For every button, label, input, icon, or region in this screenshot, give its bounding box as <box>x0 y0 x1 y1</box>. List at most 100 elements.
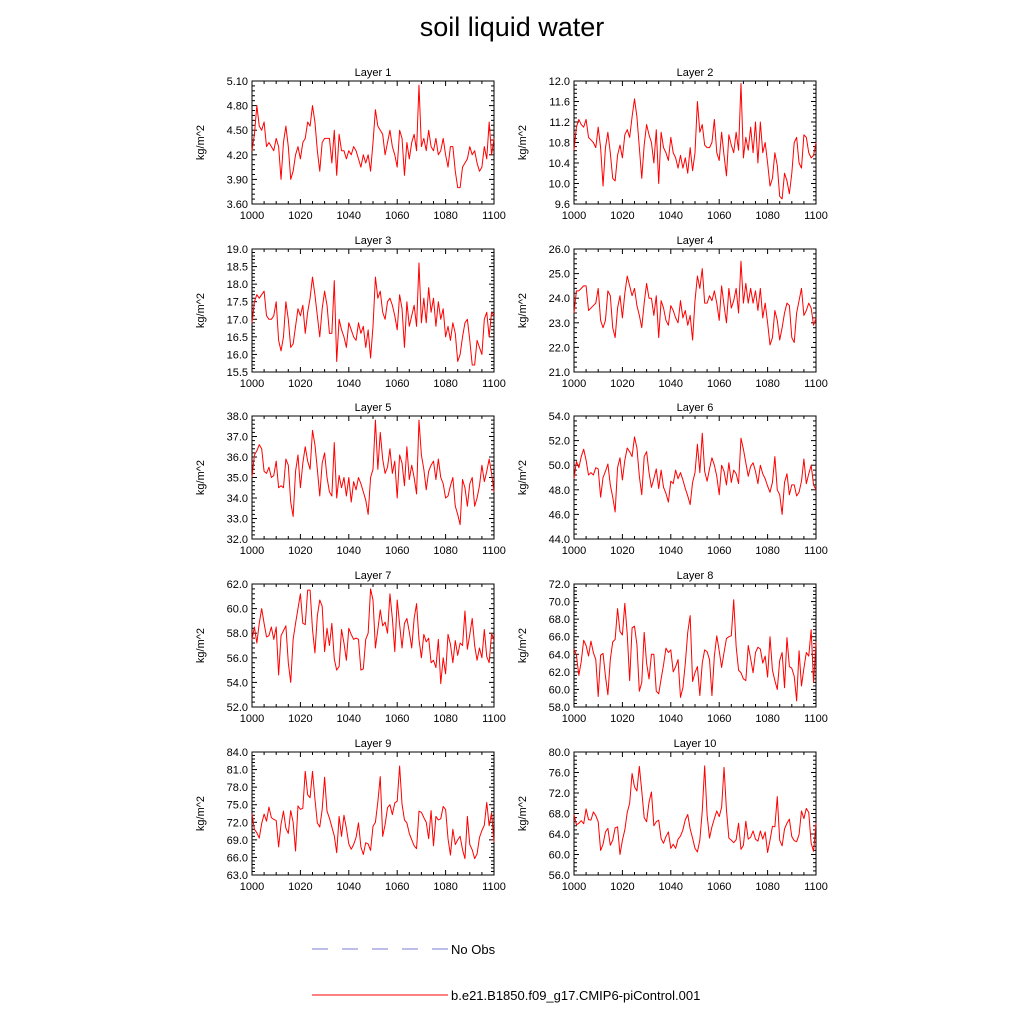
y-tick-label: 66.0 <box>227 852 248 864</box>
y-tick-label: 21.0 <box>549 367 570 379</box>
y-tick-label: 12.0 <box>549 76 570 88</box>
x-tick-label: 1100 <box>482 545 506 557</box>
y-tick-label: 26.0 <box>549 244 570 256</box>
y-tick-label: 64.0 <box>549 649 570 661</box>
y-tick-label: 72.0 <box>549 579 570 591</box>
panel-10: Layer 10 kg/m^2 1000 1020 1040 1060 1080 1100 56… <box>517 738 828 893</box>
y-tick-label: 69.0 <box>227 835 248 847</box>
y-tick-label: 50.0 <box>549 460 570 472</box>
plot-frame <box>573 751 817 876</box>
x-tick-label: 1040 <box>659 378 683 390</box>
x-tick-label: 1060 <box>707 713 731 725</box>
y-tick-label: 15.5 <box>227 367 248 379</box>
y-tick-label: 68.0 <box>549 809 570 821</box>
y-tick-label: 62.0 <box>227 579 248 591</box>
x-tick-label: 1040 <box>337 881 361 893</box>
plot-frame <box>251 248 495 373</box>
y-tick-label: 17.0 <box>227 314 248 326</box>
x-tick-label: 1080 <box>755 545 779 557</box>
x-tick-label: 1060 <box>707 881 731 893</box>
panel-title: Layer 9 <box>355 738 392 750</box>
x-tick-label: 1080 <box>755 881 779 893</box>
x-tick-label: 1040 <box>659 881 683 893</box>
series-line <box>573 765 817 855</box>
y-tick-label: 48.0 <box>549 485 570 497</box>
x-tick-label: 1060 <box>385 713 409 725</box>
panel-title: Layer 5 <box>355 402 392 414</box>
y-tick-label: 76.0 <box>549 768 570 780</box>
x-tick-label: 1000 <box>562 713 586 725</box>
y-tick-label: 3.60 <box>227 199 248 211</box>
y-tick-label: 5.10 <box>227 76 248 88</box>
y-tick-label: 84.0 <box>227 747 248 759</box>
panel-title: Layer 10 <box>674 738 717 750</box>
y-tick-label: 52.0 <box>227 702 248 714</box>
y-tick-label: 38.0 <box>227 411 248 423</box>
y-tick-label: 60.0 <box>549 850 570 862</box>
y-tick-label: 68.0 <box>549 614 570 626</box>
y-tick-label: 54.0 <box>549 411 570 423</box>
x-tick-label: 1100 <box>804 378 828 390</box>
x-tick-label: 1020 <box>288 713 312 725</box>
x-tick-label: 1100 <box>804 881 828 893</box>
series-line <box>573 260 817 346</box>
y-tick-label: 62.0 <box>549 667 570 679</box>
x-tick-label: 1100 <box>804 713 828 725</box>
y-tick-label: 80.0 <box>549 747 570 759</box>
x-tick-label: 1040 <box>659 713 683 725</box>
x-tick-label: 1020 <box>610 881 634 893</box>
legend-label: b.e21.B1850.f09_g17.CMIP6-piControl.001 <box>451 988 700 1003</box>
y-tick-label: 24.0 <box>549 293 570 305</box>
series-line <box>251 84 495 189</box>
panel-title: Layer 8 <box>677 570 714 582</box>
panel-title: Layer 3 <box>355 235 392 247</box>
x-tick-label: 1020 <box>288 545 312 557</box>
series-line <box>573 432 817 515</box>
panel-title: Layer 1 <box>355 67 392 79</box>
y-tick-label: 36.0 <box>227 452 248 464</box>
y-axis-label: kg/m^2 <box>195 628 207 663</box>
x-tick-label: 1080 <box>755 210 779 222</box>
x-tick-label: 1000 <box>240 713 264 725</box>
y-tick-label: 66.0 <box>549 632 570 644</box>
x-tick-label: 1000 <box>240 378 264 390</box>
y-tick-label: 18.5 <box>227 262 248 274</box>
x-tick-label: 1040 <box>337 378 361 390</box>
y-tick-label: 4.80 <box>227 101 248 113</box>
x-tick-label: 1040 <box>337 713 361 725</box>
plot-frame <box>251 751 495 876</box>
y-tick-label: 64.0 <box>549 829 570 841</box>
x-tick-label: 1000 <box>562 210 586 222</box>
y-tick-label: 72.0 <box>227 817 248 829</box>
x-tick-label: 1040 <box>337 545 361 557</box>
panel-9: Layer 9 kg/m^2 1000 1020 1040 1060 1080 1100 63.… <box>195 738 506 893</box>
x-tick-label: 1080 <box>755 713 779 725</box>
y-tick-label: 16.5 <box>227 332 248 344</box>
y-tick-label: 56.0 <box>227 653 248 665</box>
x-tick-label: 1040 <box>337 210 361 222</box>
x-tick-label: 1060 <box>385 378 409 390</box>
y-tick-label: 9.6 <box>555 199 570 211</box>
series-line <box>573 599 817 702</box>
panel-2: Layer 2 kg/m^2 1000 1020 1040 1060 1080 1100 9.6… <box>517 67 828 222</box>
y-tick-label: 78.0 <box>227 782 248 794</box>
y-tick-label: 3.90 <box>227 174 248 186</box>
panel-title: Layer 7 <box>355 570 392 582</box>
panel-7: Layer 7 kg/m^2 1000 1020 1040 1060 1080 1100 52.… <box>195 570 506 725</box>
x-tick-label: 1060 <box>707 378 731 390</box>
y-axis-label: kg/m^2 <box>517 293 529 328</box>
x-tick-label: 1000 <box>240 881 264 893</box>
x-tick-label: 1080 <box>433 545 457 557</box>
x-tick-label: 1000 <box>562 881 586 893</box>
plot-frame <box>573 248 817 373</box>
y-tick-label: 58.0 <box>549 702 570 714</box>
series-line <box>251 262 495 366</box>
x-tick-label: 1020 <box>610 713 634 725</box>
y-tick-label: 60.0 <box>227 604 248 616</box>
y-tick-label: 52.0 <box>549 436 570 448</box>
panel-8: Layer 8 kg/m^2 1000 1020 1040 1060 1080 1100 58.… <box>517 570 828 725</box>
x-tick-label: 1100 <box>482 378 506 390</box>
x-tick-label: 1020 <box>610 378 634 390</box>
legend: No Obs b.e21.B1850.f09_g17.CMIP6-piContro… <box>312 942 700 1003</box>
